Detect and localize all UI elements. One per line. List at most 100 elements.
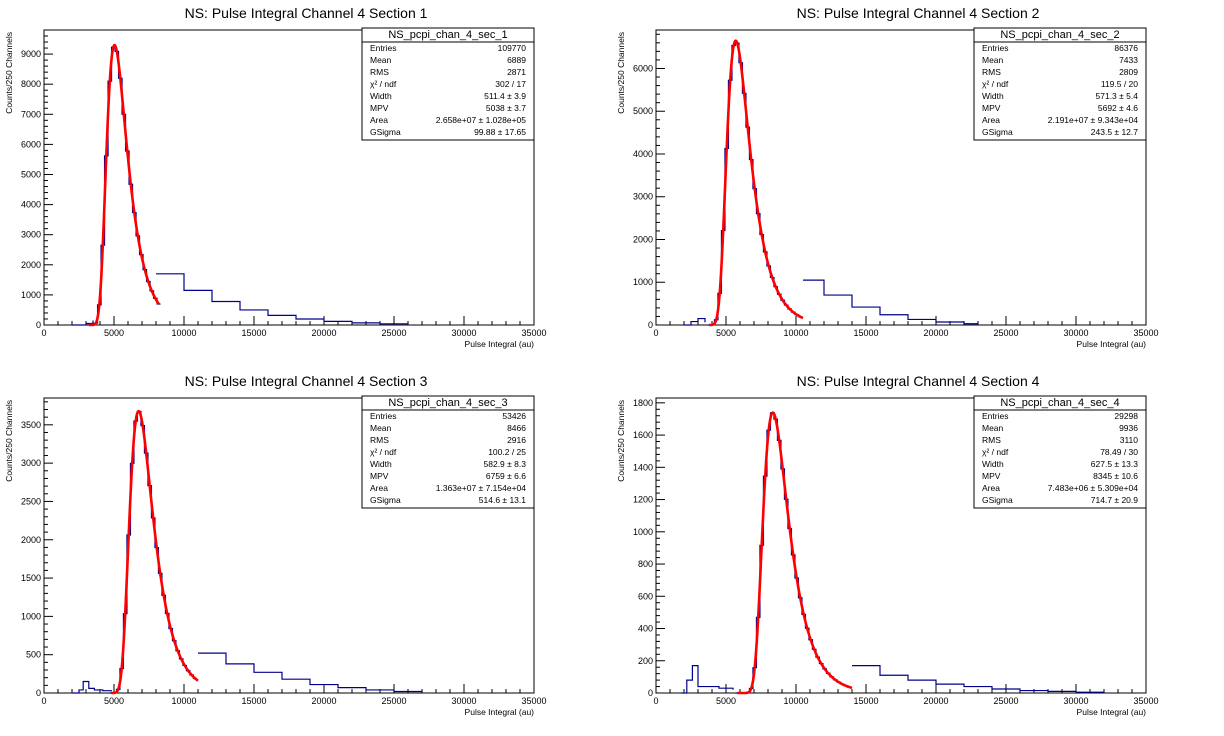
stats-key: Width <box>370 459 392 469</box>
y-tick-label: 3000 <box>633 192 653 202</box>
x-tick-label: 25000 <box>993 328 1018 338</box>
plot-frame <box>655 397 1147 694</box>
stats-key: MPV <box>982 103 1001 113</box>
x-tick-label: 15000 <box>853 328 878 338</box>
y-tick-label: 800 <box>638 559 653 569</box>
stats-value: 514.6 ± 13.1 <box>479 495 526 505</box>
stats-value: 8466 <box>507 423 526 433</box>
stats-value: 7433 <box>1119 55 1138 65</box>
histogram-tail <box>86 320 94 325</box>
stats-value: 9936 <box>1119 423 1138 433</box>
stats-value: 2.191e+07 ± 9.343e+04 <box>1048 115 1138 125</box>
stats-key: Mean <box>982 55 1004 65</box>
y-tick-label: 2000 <box>21 535 41 545</box>
plot-panel-1: NS: Pulse Integral Channel 4 Section 1 0 5… <box>0 0 612 368</box>
stats-box-title: NS_pcpi_chan_4_sec_3 <box>388 397 507 409</box>
y-tick-label: 200 <box>638 656 653 666</box>
stats-key: Width <box>982 459 1004 469</box>
stats-value: 53426 <box>502 411 526 421</box>
stats-key: Entries <box>982 411 1008 421</box>
y-tick-label: 1000 <box>633 527 653 537</box>
stats-key: χ² / ndf <box>370 447 397 457</box>
stats-box <box>361 27 535 141</box>
stats-value: 5038 ± 3.7 <box>486 103 526 113</box>
stats-value: 99.88 ± 17.65 <box>474 127 526 137</box>
x-axis-label: Pulse Integral (au) <box>1077 707 1147 717</box>
stats-value: 243.5 ± 12.7 <box>1091 127 1138 137</box>
plot-frame <box>43 29 535 326</box>
y-tick-label: 1400 <box>633 462 653 472</box>
x-tick-label: 0 <box>653 696 658 706</box>
fit-curve <box>88 43 160 327</box>
x-tick-label: 30000 <box>1063 328 1088 338</box>
x-tick-label: 5000 <box>716 328 736 338</box>
stats-key: Mean <box>982 423 1004 433</box>
stats-box-title: NS_pcpi_chan_4_sec_2 <box>1000 29 1119 41</box>
y-tick-label: 1200 <box>633 495 653 505</box>
x-tick-label: 15000 <box>241 696 266 706</box>
stats-key: RMS <box>982 67 1001 77</box>
stats-key: MPV <box>982 471 1001 481</box>
y-tick-label: 1800 <box>633 398 653 408</box>
y-tick-label: 6000 <box>633 63 653 73</box>
y-tick-label: 3000 <box>21 230 41 240</box>
y-tick-label: 1600 <box>633 430 653 440</box>
x-tick-label: 0 <box>653 328 658 338</box>
x-tick-label: 30000 <box>451 328 476 338</box>
y-tick-label: 9000 <box>21 49 41 59</box>
x-tick-label: 20000 <box>311 328 336 338</box>
plot-panel-4: NS: Pulse Integral Channel 4 Section 4 0 5… <box>612 368 1224 736</box>
stats-key: χ² / ndf <box>982 79 1009 89</box>
stats-value: 6759 ± 6.6 <box>486 471 526 481</box>
stats-value: 571.3 ± 5.4 <box>1096 91 1139 101</box>
y-tick-label: 500 <box>26 650 41 660</box>
x-tick-label: 25000 <box>381 696 406 706</box>
histogram-tail <box>803 279 979 325</box>
stats-value: 8345 ± 10.6 <box>1093 471 1138 481</box>
x-tick-label: 20000 <box>923 328 948 338</box>
fit-curve <box>736 411 853 695</box>
y-tick-label: 0 <box>648 320 653 330</box>
stats-value: 2.658e+07 ± 1.028e+05 <box>436 115 526 125</box>
stats-value: 100.2 / 25 <box>488 447 526 457</box>
stats-key: Width <box>370 91 392 101</box>
y-tick-label: 8000 <box>21 79 41 89</box>
histogram-plot-1: NS: Pulse Integral Channel 4 Section 1 0 5… <box>4 5 547 349</box>
stats-box <box>973 27 1147 141</box>
x-axis-label: Pulse Integral (au) <box>465 339 535 349</box>
x-tick-label: 25000 <box>993 696 1018 706</box>
stats-key: GSigma <box>370 495 401 505</box>
stats-key: Entries <box>982 43 1008 53</box>
plot-title: NS: Pulse Integral Channel 4 Section 1 <box>185 5 428 21</box>
stats-value: 2916 <box>507 435 526 445</box>
stats-key: Width <box>982 91 1004 101</box>
stats-key: GSigma <box>982 495 1013 505</box>
y-tick-label: 5000 <box>633 106 653 116</box>
histogram-tail <box>198 652 423 693</box>
x-tick-label: 20000 <box>311 696 336 706</box>
stats-box <box>973 395 1147 509</box>
x-tick-label: 10000 <box>171 696 196 706</box>
plot-frame <box>655 29 1147 326</box>
stats-value: 627.5 ± 13.3 <box>1091 459 1138 469</box>
y-tick-label: 3000 <box>21 458 41 468</box>
x-tick-label: 30000 <box>451 696 476 706</box>
stats-value: 78.49 / 30 <box>1100 447 1138 457</box>
plot-title: NS: Pulse Integral Channel 4 Section 4 <box>797 373 1040 389</box>
y-axis-label: Counts/250 Channels <box>616 32 626 114</box>
x-tick-label: 10000 <box>171 328 196 338</box>
histogram-plot-3: NS: Pulse Integral Channel 4 Section 3 0 5… <box>4 373 547 717</box>
plot-panel-3: NS: Pulse Integral Channel 4 Section 3 0 5… <box>0 368 612 736</box>
stats-key: RMS <box>370 67 389 77</box>
stats-box-title: NS_pcpi_chan_4_sec_4 <box>1000 397 1119 409</box>
stats-key: Area <box>982 115 1000 125</box>
stats-key: MPV <box>370 471 389 481</box>
x-tick-label: 20000 <box>923 696 948 706</box>
stats-value: 86376 <box>1114 43 1138 53</box>
y-tick-label: 5000 <box>21 169 41 179</box>
x-tick-label: 15000 <box>853 696 878 706</box>
stats-value: 511.4 ± 3.9 <box>484 91 526 101</box>
fit-curve <box>110 409 199 695</box>
y-axis-label: Counts/250 Channels <box>4 400 14 482</box>
histogram-tail <box>684 317 706 326</box>
